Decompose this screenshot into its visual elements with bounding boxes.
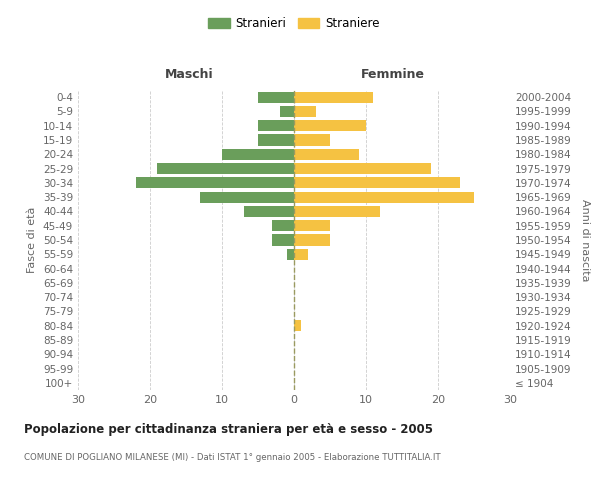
Y-axis label: Fasce di età: Fasce di età xyxy=(28,207,37,273)
Bar xyxy=(294,178,460,188)
Text: COMUNE DI POGLIANO MILANESE (MI) - Dati ISTAT 1° gennaio 2005 - Elaborazione TUT: COMUNE DI POGLIANO MILANESE (MI) - Dati … xyxy=(24,452,440,462)
Bar xyxy=(294,320,301,332)
Bar xyxy=(200,192,294,202)
Bar xyxy=(294,134,330,145)
Bar xyxy=(272,220,294,232)
Bar xyxy=(294,192,474,202)
Bar xyxy=(280,106,294,117)
Bar xyxy=(272,234,294,246)
Bar xyxy=(222,148,294,160)
Bar xyxy=(244,206,294,217)
Bar xyxy=(294,163,431,174)
Bar xyxy=(287,248,294,260)
Y-axis label: Anni di nascita: Anni di nascita xyxy=(580,198,590,281)
Bar xyxy=(294,92,373,102)
Text: Maschi: Maschi xyxy=(164,68,214,81)
Legend: Stranieri, Straniere: Stranieri, Straniere xyxy=(205,14,383,34)
Bar xyxy=(294,120,366,132)
Bar xyxy=(294,248,308,260)
Bar xyxy=(294,148,359,160)
Bar xyxy=(258,134,294,145)
Bar xyxy=(294,234,330,246)
Bar xyxy=(258,120,294,132)
Text: Femmine: Femmine xyxy=(361,68,425,81)
Bar xyxy=(294,220,330,232)
Bar xyxy=(136,178,294,188)
Bar xyxy=(258,92,294,102)
Bar xyxy=(294,106,316,117)
Text: Popolazione per cittadinanza straniera per età e sesso - 2005: Popolazione per cittadinanza straniera p… xyxy=(24,422,433,436)
Bar xyxy=(157,163,294,174)
Bar xyxy=(294,206,380,217)
